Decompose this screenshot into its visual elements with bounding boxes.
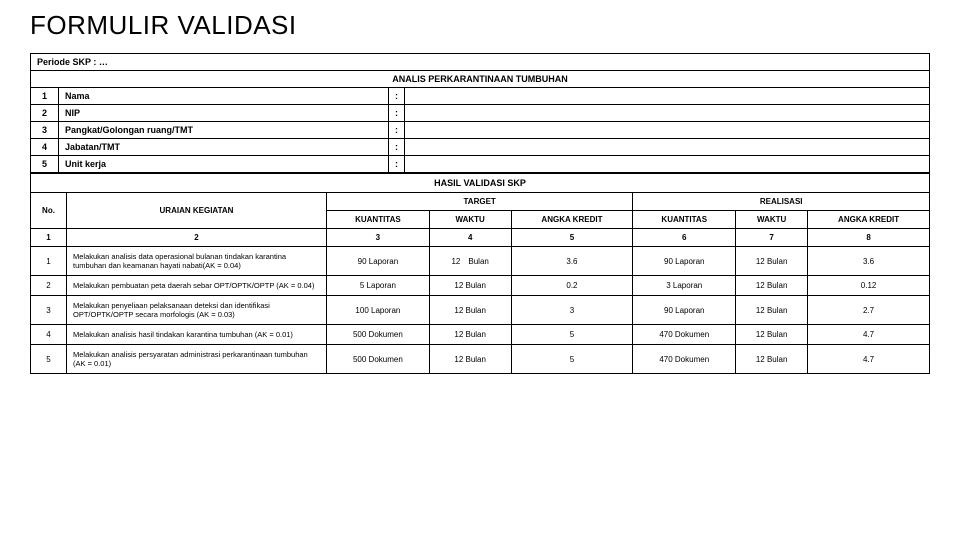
info-num: 1 — [31, 88, 59, 105]
page-title: FORMULIR VALIDASI — [30, 10, 930, 41]
colnum: 4 — [429, 229, 511, 247]
main-table: HASIL VALIDASI SKP No. URAIAN KEGIATAN T… — [30, 173, 930, 374]
col-r-kuantitas: KUANTITAS — [633, 211, 736, 229]
cell-tq: 90 Laporan — [327, 247, 430, 276]
info-num: 5 — [31, 156, 59, 173]
subtitle-cell: ANALIS PERKARANTINAAN TUMBUHAN — [31, 71, 930, 88]
info-label: Pangkat/Golongan ruang/TMT — [59, 122, 389, 139]
info-value — [405, 88, 930, 105]
cell-ra: 0.12 — [808, 276, 930, 296]
cell-no: 1 — [31, 247, 67, 276]
hasil-title: HASIL VALIDASI SKP — [31, 174, 930, 193]
cell-uraian: Melakukan analisis persyaratan administr… — [67, 345, 327, 374]
cell-uraian: Melakukan pembuatan peta daerah sebar OP… — [67, 276, 327, 296]
info-label: Nama — [59, 88, 389, 105]
info-value — [405, 122, 930, 139]
cell-rq: 90 Laporan — [633, 296, 736, 325]
info-colon: : — [389, 88, 405, 105]
cell-ta: 0.2 — [511, 276, 633, 296]
cell-rq: 470 Dokumen — [633, 345, 736, 374]
info-label: NIP — [59, 105, 389, 122]
cell-tq: 500 Dokumen — [327, 345, 430, 374]
cell-rq: 90 Laporan — [633, 247, 736, 276]
cell-rw: 12 Bulan — [736, 296, 808, 325]
col-uraian: URAIAN KEGIATAN — [67, 193, 327, 229]
cell-ta: 5 — [511, 345, 633, 374]
info-row: 3 Pangkat/Golongan ruang/TMT : — [31, 122, 930, 139]
info-label: Jabatan/TMT — [59, 139, 389, 156]
cell-ta: 3.6 — [511, 247, 633, 276]
cell-tw: 12 Bulan — [429, 247, 511, 276]
cell-rq: 470 Dokumen — [633, 325, 736, 345]
info-table: Periode SKP : … ANALIS PERKARANTINAAN TU… — [30, 53, 930, 173]
cell-rw: 12 Bulan — [736, 247, 808, 276]
cell-rq: 3 Laporan — [633, 276, 736, 296]
colnum: 1 — [31, 229, 67, 247]
cell-ta: 3 — [511, 296, 633, 325]
cell-ra: 3.6 — [808, 247, 930, 276]
cell-no: 3 — [31, 296, 67, 325]
cell-no: 2 — [31, 276, 67, 296]
info-row: 4 Jabatan/TMT : — [31, 139, 930, 156]
cell-uraian: Melakukan analisis data operasional bula… — [67, 247, 327, 276]
cell-rw: 12 Bulan — [736, 345, 808, 374]
table-row: 2Melakukan pembuatan peta daerah sebar O… — [31, 276, 930, 296]
info-value — [405, 156, 930, 173]
col-t-kuantitas: KUANTITAS — [327, 211, 430, 229]
info-value — [405, 139, 930, 156]
info-colon: : — [389, 122, 405, 139]
colnum: 5 — [511, 229, 633, 247]
info-row: 5 Unit kerja : — [31, 156, 930, 173]
cell-tw: 12 Bulan — [429, 296, 511, 325]
cell-ra: 2.7 — [808, 296, 930, 325]
periode-cell: Periode SKP : … — [31, 54, 930, 71]
colnum: 2 — [67, 229, 327, 247]
cell-rw: 12 Bulan — [736, 325, 808, 345]
info-colon: : — [389, 139, 405, 156]
col-no: No. — [31, 193, 67, 229]
cell-ta: 5 — [511, 325, 633, 345]
col-r-waktu: WAKTU — [736, 211, 808, 229]
info-row: 2 NIP : — [31, 105, 930, 122]
table-row: 3Melakukan penyeliaan pelaksanaan deteks… — [31, 296, 930, 325]
cell-ra: 4.7 — [808, 325, 930, 345]
cell-ra: 4.7 — [808, 345, 930, 374]
info-num: 3 — [31, 122, 59, 139]
cell-tq: 100 Laporan — [327, 296, 430, 325]
info-value — [405, 105, 930, 122]
colnum: 6 — [633, 229, 736, 247]
colnum: 7 — [736, 229, 808, 247]
cell-tw: 12 Bulan — [429, 325, 511, 345]
colnum: 8 — [808, 229, 930, 247]
info-num: 2 — [31, 105, 59, 122]
cell-tq: 500 Dokumen — [327, 325, 430, 345]
info-label: Unit kerja — [59, 156, 389, 173]
cell-uraian: Melakukan analisis hasil tindakan karant… — [67, 325, 327, 345]
info-colon: : — [389, 156, 405, 173]
table-row: 5Melakukan analisis persyaratan administ… — [31, 345, 930, 374]
info-colon: : — [389, 105, 405, 122]
cell-no: 4 — [31, 325, 67, 345]
cell-no: 5 — [31, 345, 67, 374]
table-row: 1Melakukan analisis data operasional bul… — [31, 247, 930, 276]
info-row: 1 Nama : — [31, 88, 930, 105]
cell-rw: 12 Bulan — [736, 276, 808, 296]
cell-uraian: Melakukan penyeliaan pelaksanaan deteksi… — [67, 296, 327, 325]
col-t-angka: ANGKA KREDIT — [511, 211, 633, 229]
colnum: 3 — [327, 229, 430, 247]
col-r-angka: ANGKA KREDIT — [808, 211, 930, 229]
col-target: TARGET — [327, 193, 633, 211]
info-num: 4 — [31, 139, 59, 156]
table-row: 4Melakukan analisis hasil tindakan karan… — [31, 325, 930, 345]
cell-tw: 12 Bulan — [429, 276, 511, 296]
col-realisasi: REALISASI — [633, 193, 930, 211]
cell-tq: 5 Laporan — [327, 276, 430, 296]
cell-tw: 12 Bulan — [429, 345, 511, 374]
col-t-waktu: WAKTU — [429, 211, 511, 229]
